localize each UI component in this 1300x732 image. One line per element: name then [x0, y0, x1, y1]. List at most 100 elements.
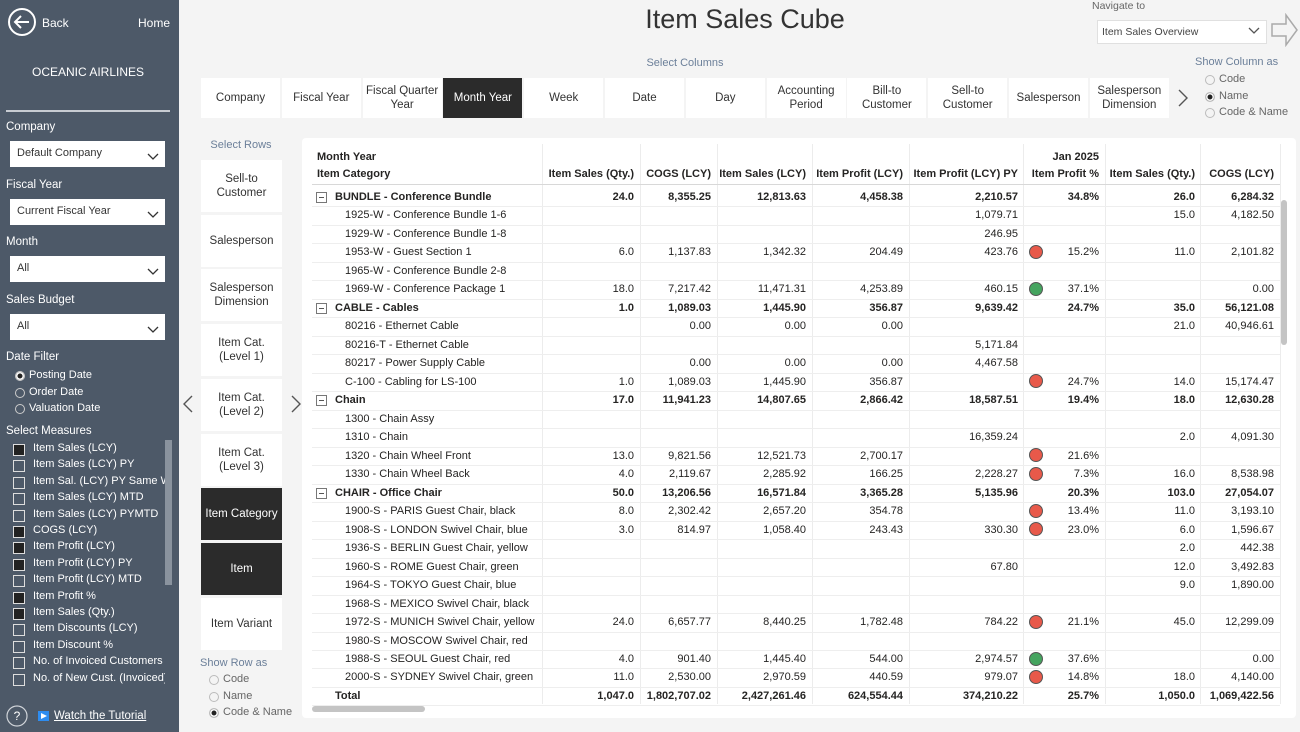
radio-label: Posting Date: [29, 369, 92, 381]
cell: 16,359.24: [969, 431, 1018, 444]
collapse-icon[interactable]: [316, 302, 327, 314]
column-button[interactable]: Month Year: [443, 78, 523, 118]
columns-label: Select Columns: [646, 57, 724, 69]
collapse-icon[interactable]: [316, 395, 327, 407]
row-button[interactable]: Salesperson: [201, 214, 282, 267]
column-button[interactable]: Company: [201, 78, 280, 118]
cell: 0.00: [689, 357, 711, 370]
column-button[interactable]: Salesperson Dimension: [1089, 78, 1169, 118]
collapse-minus: [319, 400, 324, 402]
radio[interactable]: [15, 371, 25, 381]
checkbox[interactable]: [13, 493, 25, 506]
filter-dropdown[interactable]: Current Fiscal Year: [10, 199, 165, 225]
filter-label: Sales Budget: [6, 294, 75, 306]
row-button[interactable]: Item Variant: [201, 597, 282, 650]
checkbox[interactable]: [13, 657, 25, 670]
column-button[interactable]: Date: [605, 78, 684, 118]
checkbox[interactable]: [13, 476, 25, 489]
checkbox[interactable]: [13, 558, 25, 571]
dropdown-chevron: [147, 207, 159, 218]
column-button[interactable]: Sell-to Customer: [928, 78, 1008, 118]
collapse-icon[interactable]: [316, 487, 327, 499]
rows-prev[interactable]: [181, 394, 195, 414]
column-header: Item Profit (LCY) PY: [913, 168, 1018, 180]
help-button[interactable]: ?: [13, 709, 21, 723]
column-button[interactable]: Bill-to Customer: [847, 78, 927, 118]
cell: 2,657.20: [763, 505, 806, 518]
row-button[interactable]: Item Cat. (Level 2): [201, 378, 282, 431]
back-link[interactable]: Back: [42, 16, 69, 30]
checkbox[interactable]: [13, 624, 25, 637]
radio[interactable]: [1205, 75, 1215, 85]
checkbox[interactable]: [13, 575, 25, 588]
column-divider: [909, 144, 910, 704]
row-button[interactable]: Item Category: [201, 488, 282, 541]
row-button[interactable]: Salesperson Dimension: [201, 269, 282, 322]
checkbox[interactable]: [13, 460, 25, 473]
radio[interactable]: [15, 387, 25, 398]
measure-label: No. of New Cust. (Invoiced): [33, 671, 165, 684]
row-button[interactable]: Item: [201, 542, 282, 595]
column-button[interactable]: Salesperson: [1009, 78, 1088, 118]
home-link[interactable]: Home: [138, 16, 171, 30]
row-line: [312, 261, 1280, 263]
horizontal-scrollbar[interactable]: [312, 706, 425, 712]
checkbox[interactable]: [13, 526, 25, 538]
cell: 243.43: [869, 523, 903, 536]
checkbox[interactable]: [13, 673, 25, 686]
period: Jan 2025: [1052, 151, 1099, 163]
cell: 4,467.58: [975, 357, 1018, 370]
radio[interactable]: [209, 691, 219, 702]
radio[interactable]: [15, 404, 25, 414]
filter-dropdown[interactable]: All: [10, 256, 165, 282]
column-button[interactable]: Week: [524, 78, 604, 118]
cell: 2,866.42: [860, 394, 903, 407]
columns-next[interactable]: [1176, 88, 1190, 108]
radio[interactable]: [209, 675, 219, 685]
cell: 20.3%: [1067, 486, 1099, 499]
checkbox[interactable]: [13, 640, 25, 653]
status-indicator: [1029, 448, 1043, 463]
cell: 4,140.00: [1231, 671, 1274, 684]
column-button[interactable]: Fiscal Year: [281, 78, 361, 118]
rows-next[interactable]: [289, 394, 303, 414]
filter-dropdown[interactable]: Default Company: [10, 141, 165, 167]
cell: 23.0%: [1067, 523, 1099, 536]
checkbox[interactable]: [13, 591, 25, 604]
row-button[interactable]: Item Cat. (Level 3): [201, 433, 282, 486]
cell: 37.6%: [1067, 653, 1099, 665]
checkbox[interactable]: [13, 608, 25, 620]
status-indicator: [1029, 614, 1043, 629]
column-button[interactable]: Day: [685, 78, 765, 118]
radio[interactable]: [209, 708, 219, 718]
checkbox[interactable]: [13, 542, 25, 555]
navigate-label: Navigate to: [1092, 0, 1146, 12]
radio[interactable]: [1205, 108, 1215, 118]
tutorial-link[interactable]: Watch the Tutorial: [54, 710, 147, 722]
vertical-scrollbar[interactable]: [1281, 200, 1287, 345]
collapse-icon[interactable]: [316, 192, 327, 203]
radio[interactable]: [1205, 91, 1215, 102]
measure-label: Item Profit (LCY) PY: [33, 556, 133, 569]
cell: 12.0: [1173, 560, 1195, 573]
scrollbar[interactable]: [165, 440, 172, 585]
cell: 14,807.65: [757, 394, 806, 407]
checkbox[interactable]: [13, 444, 25, 456]
cell: 1,342.32: [763, 246, 806, 259]
navigate-dropdown[interactable]: [1097, 20, 1267, 44]
cell: 2,974.57: [975, 653, 1018, 665]
column-button[interactable]: Fiscal Quarter Year: [362, 78, 442, 118]
cell: 15.0: [1173, 209, 1195, 222]
navigate-value: Item Sales Overview: [1102, 26, 1199, 38]
back-icon[interactable]: [8, 8, 38, 38]
navigate-arrow[interactable]: [1270, 13, 1298, 47]
row-button[interactable]: Item Cat. (Level 1): [201, 324, 282, 377]
filter-dropdown[interactable]: All: [10, 314, 165, 340]
separator: [6, 110, 170, 112]
checkbox[interactable]: [13, 509, 25, 522]
cell: 2,228.27: [975, 468, 1018, 481]
row-button[interactable]: Sell-to Customer: [201, 160, 282, 212]
column-header: Item Category: [317, 168, 391, 180]
cell: 5,135.96: [975, 486, 1018, 499]
column-button[interactable]: Accounting Period: [766, 78, 846, 118]
